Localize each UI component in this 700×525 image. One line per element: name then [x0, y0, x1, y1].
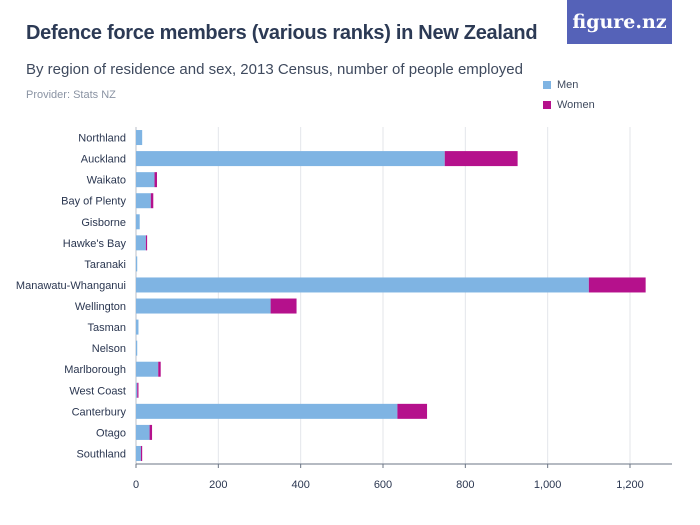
category-label: Hawke's Bay	[63, 238, 127, 250]
category-label: Marlborough	[64, 364, 126, 376]
x-tick-label: 400	[291, 479, 309, 491]
legend-label-women: Women	[557, 99, 595, 111]
provider-credit: Provider: Stats NZ	[26, 89, 116, 101]
category-label: Auckland	[81, 154, 126, 166]
bar-women	[158, 361, 161, 377]
bar-men	[136, 298, 271, 314]
category-label: West Coast	[69, 385, 126, 397]
legend-item-men: Men	[543, 75, 595, 95]
bar-women	[154, 172, 157, 188]
legend-label-men: Men	[557, 79, 579, 91]
bar-women	[444, 151, 518, 167]
legend-swatch-men	[543, 81, 551, 89]
category-label: Gisborne	[81, 217, 126, 229]
bar-women	[588, 277, 646, 293]
bar-men	[136, 277, 589, 293]
logo-text: figure.nz	[572, 11, 667, 33]
bar-women	[140, 445, 143, 461]
bar-women	[270, 298, 297, 314]
legend: Men Women	[543, 75, 595, 115]
bar-men	[136, 130, 143, 146]
chart-subtitle: By region of residence and sex, 2013 Cen…	[26, 61, 523, 78]
category-label: Wellington	[75, 301, 126, 313]
bar-men	[136, 193, 151, 209]
category-label: Canterbury	[72, 406, 127, 418]
bar-men	[136, 361, 159, 377]
category-label: Otago	[96, 427, 126, 439]
category-label: Tasman	[87, 322, 126, 334]
bar-women	[149, 424, 153, 440]
bar-men	[136, 172, 155, 188]
category-label: Bay of Plenty	[61, 196, 126, 208]
x-tick-label: 0	[133, 479, 139, 491]
bar-men	[136, 403, 398, 419]
bar-men	[136, 445, 141, 461]
category-label: Nelson	[92, 343, 126, 355]
category-label: Northland	[78, 133, 126, 145]
x-tick-label: 600	[374, 479, 392, 491]
bar-men	[136, 382, 138, 398]
category-label: Manawatu-Whanganui	[16, 280, 126, 292]
x-tick-label: 200	[209, 479, 227, 491]
category-label: Taranaki	[84, 259, 126, 271]
bar-men	[136, 424, 150, 440]
x-tick-label: 1,000	[534, 479, 562, 491]
x-tick-label: 800	[456, 479, 474, 491]
bar-women	[145, 235, 148, 251]
bar-women	[397, 403, 428, 419]
legend-swatch-women	[543, 101, 551, 109]
bar-men	[136, 235, 146, 251]
bar-men	[136, 151, 445, 167]
chart-title: Defence force members (various ranks) in…	[26, 22, 538, 44]
figure-nz-logo[interactable]: figure.nz	[567, 0, 672, 44]
bar-men	[136, 319, 139, 335]
category-label: Southland	[76, 448, 126, 460]
x-tick-label: 1,200	[616, 479, 644, 491]
bar-women	[137, 382, 139, 398]
legend-item-women: Women	[543, 95, 595, 115]
bar-women	[150, 193, 154, 209]
bar-men	[136, 256, 138, 272]
bar-men	[136, 340, 138, 356]
bar-men	[136, 214, 140, 230]
category-label: Waikato	[87, 175, 126, 187]
